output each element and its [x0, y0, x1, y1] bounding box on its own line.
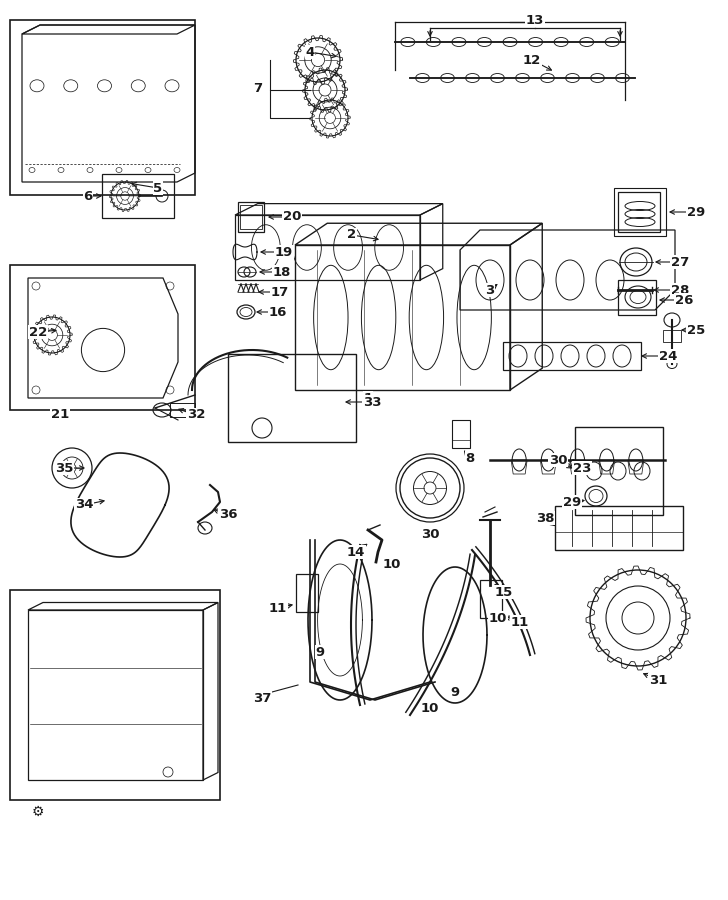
Text: 32: 32: [187, 409, 205, 421]
Text: 29: 29: [687, 205, 705, 219]
Text: 37: 37: [253, 691, 272, 705]
Text: 10: 10: [383, 559, 401, 572]
Bar: [618, 280, 656, 315]
Text: 25: 25: [687, 323, 705, 337]
Bar: [618, 192, 660, 232]
Bar: [452, 420, 470, 448]
Text: 10: 10: [488, 611, 507, 625]
Text: 20: 20: [282, 211, 301, 223]
Text: ⚙: ⚙: [32, 805, 44, 819]
Text: 30: 30: [421, 527, 439, 541]
Bar: [102, 174, 174, 218]
Bar: [480, 580, 502, 618]
Text: 5: 5: [154, 182, 162, 194]
Text: 34: 34: [75, 499, 93, 511]
Text: 10: 10: [421, 701, 439, 715]
Text: 29: 29: [563, 496, 581, 508]
Bar: [228, 354, 356, 442]
Text: 18: 18: [273, 266, 291, 278]
Text: 26: 26: [675, 293, 693, 307]
Bar: [614, 188, 666, 236]
Text: 27: 27: [671, 256, 689, 268]
Text: 7: 7: [253, 82, 263, 94]
Text: 9: 9: [451, 686, 459, 698]
Text: 23: 23: [573, 462, 591, 474]
Bar: [238, 202, 264, 232]
Bar: [575, 427, 663, 515]
Text: 8: 8: [465, 452, 475, 464]
Text: 16: 16: [269, 305, 287, 319]
Text: 14: 14: [347, 545, 365, 559]
Bar: [503, 342, 641, 370]
Text: 13: 13: [526, 14, 545, 26]
Bar: [10, 265, 195, 410]
Text: 24: 24: [659, 349, 677, 363]
Text: 19: 19: [275, 246, 293, 258]
Text: 31: 31: [649, 673, 667, 687]
Text: 11: 11: [269, 601, 287, 615]
Text: 11: 11: [511, 616, 529, 628]
Bar: [296, 574, 318, 612]
Text: 35: 35: [55, 462, 74, 474]
Text: 3: 3: [486, 284, 494, 296]
Text: 15: 15: [495, 586, 513, 598]
Text: 38: 38: [536, 511, 554, 525]
Bar: [240, 205, 262, 229]
Text: 6: 6: [84, 190, 92, 203]
Text: 2: 2: [347, 229, 357, 241]
Text: 12: 12: [523, 53, 541, 67]
Text: 4: 4: [305, 46, 314, 58]
Text: 9: 9: [315, 645, 325, 659]
Text: 17: 17: [271, 285, 289, 299]
Text: 22: 22: [29, 326, 47, 338]
Text: 30: 30: [549, 454, 567, 466]
Text: 36: 36: [218, 508, 237, 521]
Bar: [10, 20, 195, 195]
Text: 21: 21: [51, 408, 69, 420]
Bar: [170, 403, 195, 417]
Bar: [10, 590, 220, 800]
Text: 33: 33: [363, 395, 381, 409]
Bar: [663, 330, 681, 342]
Bar: [555, 506, 683, 550]
Text: 28: 28: [670, 284, 689, 296]
Text: 1: 1: [363, 392, 373, 404]
